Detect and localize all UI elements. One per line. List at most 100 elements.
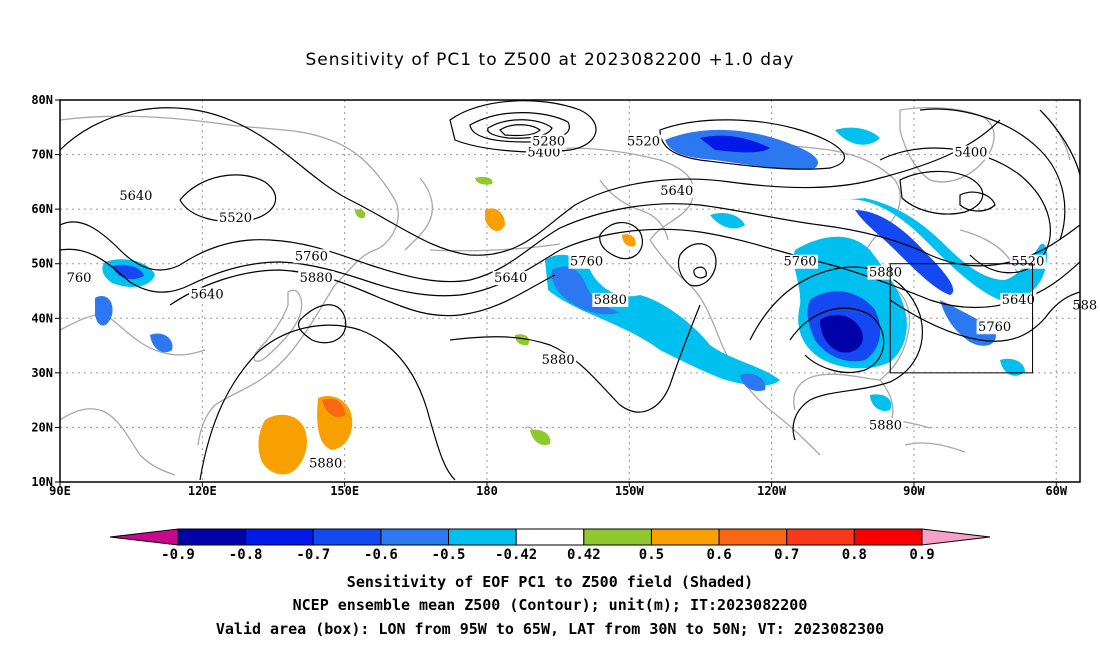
colorbar-swatch xyxy=(650,528,720,546)
shade-blob xyxy=(545,254,780,386)
colorbar-label: 0.6 xyxy=(706,547,731,563)
shade-blob xyxy=(940,300,996,346)
contour-label-bg xyxy=(1000,292,1037,307)
contour-label: 5880 xyxy=(309,457,342,472)
contour-line xyxy=(60,107,1001,256)
contour-line xyxy=(449,304,701,413)
contour-line xyxy=(449,100,597,153)
contour-line xyxy=(659,119,845,170)
shade-blob xyxy=(835,127,880,145)
shade-blob xyxy=(150,333,173,353)
colorbar-label: -0.5 xyxy=(432,547,466,563)
lat-label: 60N xyxy=(31,202,53,216)
lon-label: 150W xyxy=(615,484,645,498)
valid-area-box xyxy=(889,263,1034,374)
contour-label-bg xyxy=(782,254,819,269)
shade-blob xyxy=(870,394,892,411)
contour-label: 5880 xyxy=(869,418,902,433)
shade-blob xyxy=(1000,358,1025,376)
shade-blob xyxy=(515,334,530,346)
contour-label-bg xyxy=(867,265,904,280)
contour-line xyxy=(889,291,1080,342)
colorbar-label: 0.5 xyxy=(639,547,664,563)
shade-blob xyxy=(322,398,345,418)
lat-label: 40N xyxy=(31,311,53,325)
shade-blob xyxy=(258,414,307,475)
contour-label-bg xyxy=(525,145,562,160)
shade-blob xyxy=(840,198,1048,301)
contour-line xyxy=(1039,109,1080,176)
contour-label: 5760 xyxy=(784,255,817,270)
colorbar-label: -0.8 xyxy=(229,547,263,563)
lat-label: 50N xyxy=(31,257,53,271)
latitude-labels: 10N 20N 30N 40N 50N 60N 70N 80N xyxy=(31,93,60,489)
contour-label-bg xyxy=(217,211,254,226)
lon-label: 90W xyxy=(903,484,925,498)
lat-label: 10N xyxy=(31,475,53,489)
colorbar-swatch xyxy=(718,528,788,546)
lon-label: 90E xyxy=(49,484,71,498)
contour-line xyxy=(899,170,984,215)
contour-line xyxy=(677,243,717,287)
contour-label: 5400 xyxy=(527,146,560,161)
lon-label: 60W xyxy=(1045,484,1067,498)
contour-line xyxy=(749,266,923,441)
contour-label-bg xyxy=(867,418,904,433)
contour-label: 5760 xyxy=(570,255,603,270)
shade-blob xyxy=(551,266,620,315)
contour-label-bg xyxy=(117,189,154,204)
lat-label: 30N xyxy=(31,366,53,380)
contour-line xyxy=(499,124,541,137)
colorbar-swatch xyxy=(515,528,585,546)
contour-label: 5880 xyxy=(542,353,575,368)
contour-label-bg xyxy=(298,271,335,286)
plot-title: Sensitivity of PC1 to Z500 at 2023082200… xyxy=(305,50,795,70)
lon-label: 150E xyxy=(330,484,359,498)
contour-label: 5760 xyxy=(295,249,328,264)
caption-line-1: Sensitivity of EOF PC1 to Z500 field (Sh… xyxy=(346,573,754,591)
colorbar-swatch xyxy=(177,528,247,546)
contour-label-bg xyxy=(189,287,226,302)
contour-line xyxy=(179,174,277,223)
contour-label: 5640 xyxy=(1002,293,1035,308)
contour-label-bg xyxy=(530,134,567,149)
contour-line xyxy=(693,266,707,279)
lat-label: 80N xyxy=(31,93,53,107)
contour-label: 760 xyxy=(67,271,92,286)
contour-label-bg xyxy=(658,183,695,198)
colorbar-swatch xyxy=(245,528,314,546)
contour-label: 5880 xyxy=(869,266,902,281)
contour-label: 5640 xyxy=(660,184,693,199)
colorbar-swatch xyxy=(448,528,517,546)
shade-blob xyxy=(820,314,863,353)
shade-blob xyxy=(355,209,366,219)
contour-label: 5520 xyxy=(1011,255,1044,270)
contour-label: 5640 xyxy=(494,271,527,286)
contour-label-bg xyxy=(625,134,662,149)
contour-label-bg xyxy=(64,271,93,286)
shade-blob xyxy=(475,176,493,185)
contour-label: 5280 xyxy=(532,135,565,150)
shade-blob xyxy=(740,373,766,392)
colorbar-low-arrow xyxy=(109,528,179,546)
contour-line xyxy=(919,108,1066,241)
contour-label-bg xyxy=(492,271,529,286)
colorbar-label: 0.9 xyxy=(909,547,934,563)
contour-label: 5520 xyxy=(627,135,660,150)
shade-blob xyxy=(710,213,745,229)
contour-line xyxy=(879,147,1051,274)
shade-blob xyxy=(622,234,636,247)
contour-label-bg xyxy=(540,352,577,367)
contour-label-bg xyxy=(592,292,629,307)
shade-blob xyxy=(485,208,505,232)
contour-label: 5640 xyxy=(191,287,224,302)
contour-line xyxy=(959,191,996,212)
contour-line xyxy=(60,228,1080,309)
shade-blob xyxy=(530,429,551,446)
contour-label: 5880 xyxy=(300,271,333,286)
contour-label: 588 xyxy=(1072,298,1097,313)
shade-blob xyxy=(95,295,113,326)
contour-line xyxy=(469,112,570,143)
